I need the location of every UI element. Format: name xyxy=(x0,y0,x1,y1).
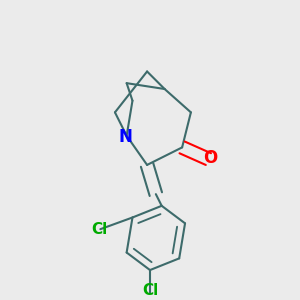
Text: Cl: Cl xyxy=(142,283,158,298)
Text: N: N xyxy=(118,128,132,146)
Text: Cl: Cl xyxy=(91,222,107,237)
Text: O: O xyxy=(203,148,217,166)
